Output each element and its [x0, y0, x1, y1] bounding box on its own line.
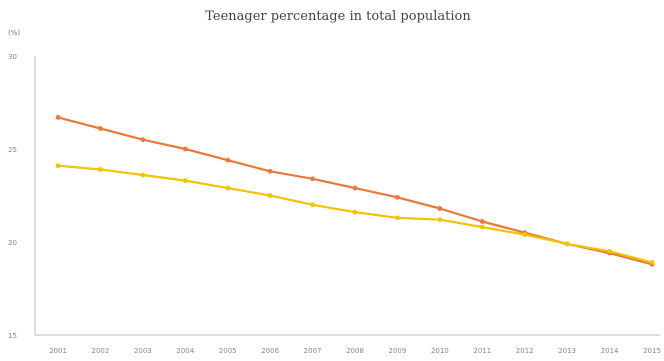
data-point	[437, 217, 443, 223]
data-point	[437, 206, 443, 211]
x-tick-label: 2002	[92, 347, 110, 355]
data-point	[649, 260, 655, 265]
data-point	[607, 248, 612, 254]
x-tick-label: 2013	[558, 347, 576, 355]
x-tick-label: 2014	[601, 347, 619, 355]
data-point	[522, 232, 528, 237]
data-point	[479, 224, 485, 230]
data-point	[225, 157, 231, 163]
x-tick-label: 2007	[304, 347, 322, 355]
data-point	[140, 137, 146, 143]
data-point	[267, 193, 273, 198]
x-tick-label: 2004	[176, 347, 194, 355]
y-axis-ticks: 15 20 25 30	[8, 53, 17, 340]
data-point	[55, 114, 61, 120]
data-point	[395, 194, 400, 200]
x-tick-label: 2011	[473, 347, 491, 355]
data-point	[352, 185, 358, 191]
data-point	[140, 172, 146, 178]
data-point	[98, 126, 103, 131]
data-point	[479, 219, 485, 224]
x-tick-label: 2006	[261, 347, 279, 355]
x-axis-ticks: 2001 2002 2003 2004 2005 2006 2007 2008 2009 2010…	[49, 347, 661, 355]
data-point	[310, 202, 315, 208]
data-point	[225, 185, 231, 191]
y-axis-unit-label: (%)	[8, 29, 20, 37]
x-tick-label: 2010	[431, 347, 449, 355]
y-tick-label: 25	[8, 146, 17, 154]
y-tick-label: 20	[8, 239, 17, 247]
x-tick-label: 2003	[134, 347, 152, 355]
x-tick-label: 2001	[49, 347, 67, 355]
x-tick-label: 2009	[389, 347, 407, 355]
data-point	[55, 163, 61, 169]
x-tick-label: 2005	[219, 347, 237, 355]
series-2	[55, 163, 655, 265]
data-point	[98, 167, 103, 172]
data-point	[352, 209, 358, 215]
data-point	[267, 168, 273, 174]
y-tick-label: 30	[8, 53, 17, 61]
data-point	[310, 176, 315, 182]
y-tick-label: 15	[8, 332, 17, 340]
data-point	[395, 215, 400, 221]
series-layer	[55, 114, 655, 267]
data-point	[182, 178, 188, 184]
x-tick-label: 2015	[643, 347, 661, 355]
data-point	[182, 146, 188, 152]
data-point	[564, 241, 570, 247]
x-tick-label: 2008	[346, 347, 364, 355]
chart-title: Teenager percentage in total population	[205, 9, 471, 24]
x-tick-label: 2012	[516, 347, 534, 355]
